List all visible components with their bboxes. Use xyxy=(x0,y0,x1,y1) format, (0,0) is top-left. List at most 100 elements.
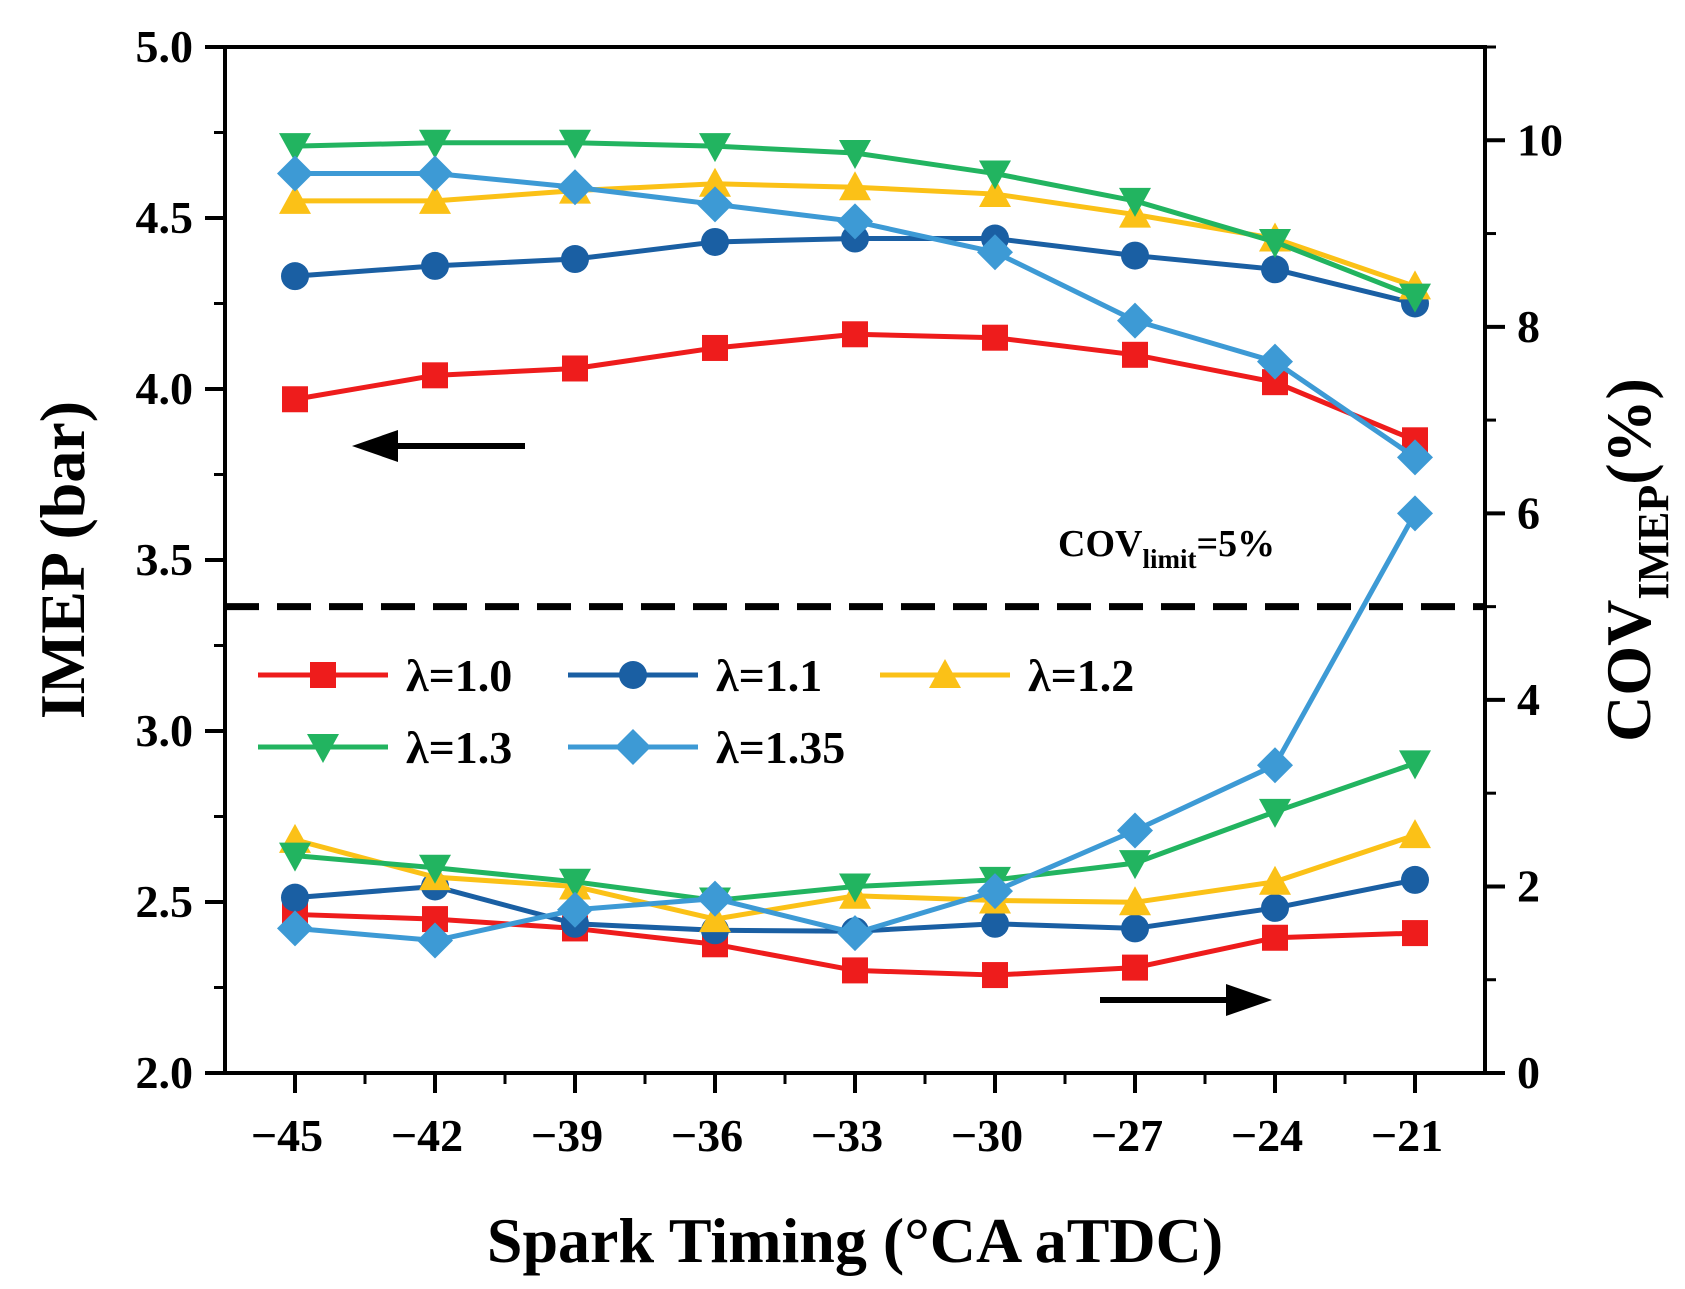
x-axis-title: Spark Timing (°CA aTDC) xyxy=(487,1205,1223,1276)
imep-point xyxy=(419,129,451,159)
imep-point xyxy=(1117,302,1153,339)
series-4 xyxy=(277,155,1433,959)
imep-point xyxy=(699,133,731,163)
x-tick-label: −39 xyxy=(531,1110,603,1161)
y-tick-label: 3.0 xyxy=(136,705,194,756)
y-tick-label: 5.0 xyxy=(136,21,194,72)
imep-point xyxy=(419,184,451,214)
cov-limit-label: COVlimit=5% xyxy=(1058,523,1275,574)
legend-item-3: λ=1.3 xyxy=(258,722,512,773)
cov-point xyxy=(419,854,451,884)
cov-point xyxy=(1402,920,1428,947)
imep-point xyxy=(282,386,308,413)
y2-tick-label: 0 xyxy=(1517,1047,1540,1098)
imep-point xyxy=(281,262,309,291)
cov-point xyxy=(1397,495,1433,532)
imep-axis-arrow-head xyxy=(352,430,398,462)
legend-label: λ=1.0 xyxy=(406,650,512,701)
imep-point xyxy=(699,167,731,197)
cov-point xyxy=(1261,893,1289,922)
legend-label: λ=1.2 xyxy=(1028,650,1134,701)
cov-point xyxy=(1399,750,1431,780)
cov-point xyxy=(1119,850,1151,880)
y-tick-label: 4.0 xyxy=(136,363,194,414)
imep-point xyxy=(1399,283,1431,313)
imep-point xyxy=(561,245,589,274)
cov-point xyxy=(837,915,873,952)
imep-point xyxy=(977,234,1013,271)
legend-marker xyxy=(310,662,336,688)
cov-point xyxy=(1401,865,1429,894)
cov-limit-sub: limit xyxy=(1142,544,1196,574)
x-tick-label: −27 xyxy=(1091,1110,1163,1161)
series-0 xyxy=(282,321,1428,989)
y2-title-main: COV xyxy=(1593,600,1664,742)
imep-point xyxy=(559,129,591,159)
cov-limit-tail: =5% xyxy=(1196,523,1275,565)
cov-point xyxy=(1262,924,1288,951)
imep-point xyxy=(557,169,593,206)
x-tick-label: −24 xyxy=(1231,1110,1303,1161)
legend-item-0: λ=1.0 xyxy=(258,650,512,701)
imep-point xyxy=(562,355,588,382)
cov-point xyxy=(1121,914,1149,943)
cov-point xyxy=(417,922,453,959)
legend-marker xyxy=(929,659,961,688)
imep-point xyxy=(837,203,873,240)
imep-point xyxy=(839,140,871,170)
legend-marker xyxy=(619,661,647,689)
imep-point xyxy=(697,186,733,223)
x-tick-label: −21 xyxy=(1371,1110,1443,1161)
cov-point xyxy=(1122,954,1148,981)
legend-item-1: λ=1.1 xyxy=(568,650,822,701)
imep-point xyxy=(1121,241,1149,270)
y-tick-label: 4.5 xyxy=(136,192,194,243)
cov-point xyxy=(1259,865,1291,895)
cov-point xyxy=(977,873,1013,910)
legend-marker xyxy=(307,734,339,763)
imep-point xyxy=(277,155,313,192)
cov-limit-main: COV xyxy=(1058,523,1143,565)
legend-label: λ=1.1 xyxy=(716,650,822,701)
series-layer xyxy=(277,129,1433,989)
imep-point xyxy=(279,133,311,163)
imep-point xyxy=(702,334,728,361)
legend-label: λ=1.3 xyxy=(406,722,512,773)
y2-tick-label: 4 xyxy=(1517,674,1540,725)
x-tick-label: −42 xyxy=(391,1110,463,1161)
annotations: COVlimit=5% xyxy=(352,430,1275,1016)
imep-point xyxy=(279,184,311,214)
x-tick-label: −45 xyxy=(251,1110,323,1161)
cov-point xyxy=(982,962,1008,989)
cov-point xyxy=(557,891,593,928)
imep-point xyxy=(417,155,453,192)
cov-point xyxy=(277,910,313,947)
y2-tick-label: 2 xyxy=(1517,860,1540,911)
y-tick-label: 2.5 xyxy=(136,876,194,927)
y2-tick-label: 8 xyxy=(1517,301,1540,352)
imep-point xyxy=(1261,255,1289,284)
legend-marker xyxy=(615,729,651,765)
legend-item-4: λ=1.35 xyxy=(568,722,845,773)
imep-point xyxy=(701,227,729,256)
legend-item-2: λ=1.2 xyxy=(880,650,1134,701)
y2-tick-label: 6 xyxy=(1517,487,1540,538)
legend-label: λ=1.35 xyxy=(716,722,845,773)
cov-point xyxy=(697,880,733,917)
imep-point xyxy=(982,324,1008,351)
x-tick-label: −36 xyxy=(671,1110,743,1161)
cov-point xyxy=(839,873,871,903)
cov-point xyxy=(559,868,591,898)
imep-point xyxy=(1119,187,1151,217)
x-tick-label: −30 xyxy=(951,1110,1023,1161)
cov-point xyxy=(842,957,868,984)
y2-title-sub: IMEP xyxy=(1629,485,1678,600)
y2-tick-label: 10 xyxy=(1517,114,1563,165)
cov-point xyxy=(1399,819,1431,849)
imep-point xyxy=(1122,341,1148,368)
imep-point xyxy=(421,251,449,280)
cov-point xyxy=(1259,798,1291,828)
y-axis-title: IMEP (bar) xyxy=(27,401,98,719)
axes-layer: −45 −42 −39 −36 −33 −30 −27 −24 −21 2.0 2.5 3.0 3.5 4… xyxy=(27,21,1678,1276)
